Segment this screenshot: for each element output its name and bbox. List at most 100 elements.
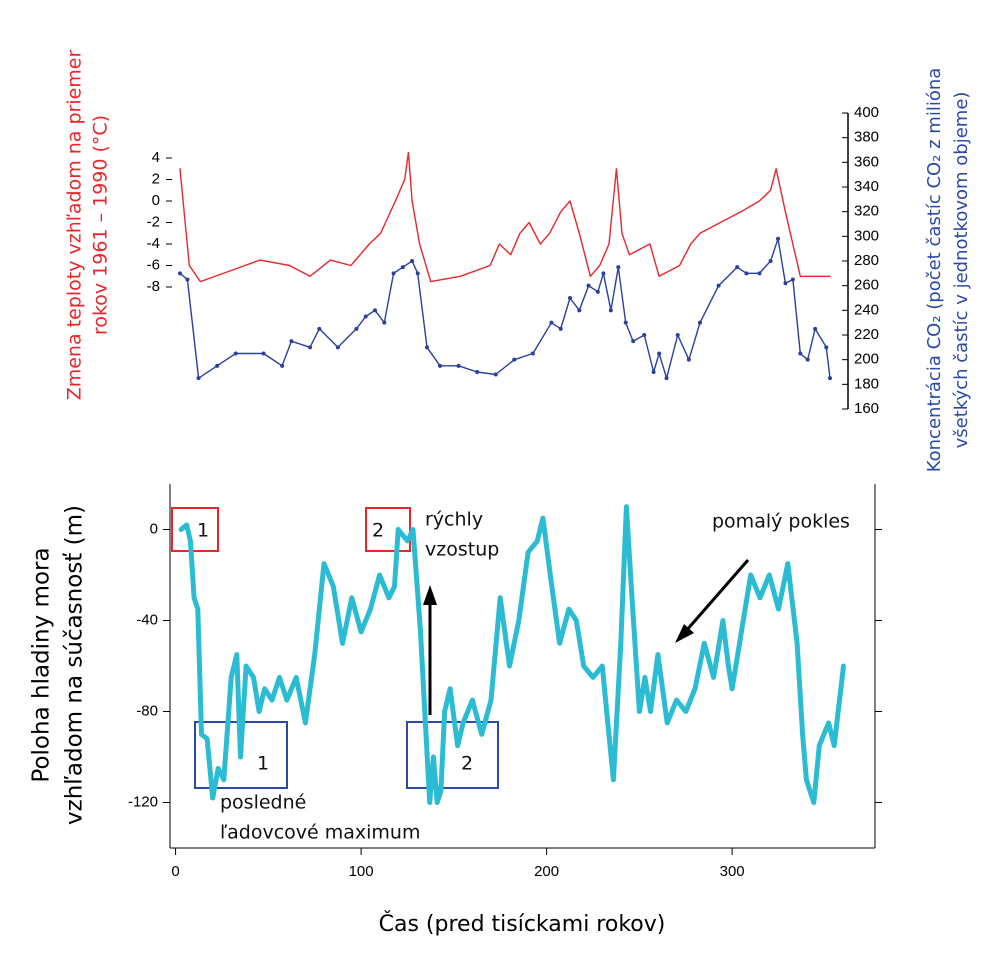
data-point <box>623 320 628 325</box>
data-point <box>686 357 691 362</box>
y2-tick-label: 400 <box>854 104 879 121</box>
data-point <box>512 357 517 362</box>
data-point <box>716 283 721 288</box>
x-tick-label: 100 <box>349 863 374 880</box>
y2-axis-label: Koncentrácia CO₂ (počet častíc CO₂ z mil… <box>924 68 945 473</box>
data-point <box>438 363 442 368</box>
annotation: posledné <box>220 792 306 814</box>
red-box <box>365 507 411 552</box>
data-point <box>425 345 429 350</box>
data-point <box>664 376 669 381</box>
annotation: 2 <box>372 520 384 542</box>
y-axis-label: rokov 1961 – 1990 (°C) <box>90 115 112 335</box>
y-tick-label: -120 <box>128 793 158 810</box>
annotation: 1 <box>197 520 209 542</box>
data-point <box>475 370 480 374</box>
y2-tick-label: 220 <box>854 326 879 343</box>
data-line <box>179 151 831 283</box>
data-point <box>675 333 680 337</box>
data-point <box>651 370 656 374</box>
data-point <box>698 320 702 325</box>
data-point <box>354 326 359 331</box>
y2-tick-label: 240 <box>854 301 879 318</box>
y2-tick-label: 200 <box>854 351 879 368</box>
arrow-head <box>675 624 694 643</box>
data-point <box>400 265 405 270</box>
data-point <box>805 357 810 362</box>
y-axis-label: Poloha hladiny mora <box>29 547 55 782</box>
x-tick-label: 300 <box>720 863 745 880</box>
data-point <box>410 259 415 263</box>
data-point <box>233 351 238 356</box>
data-point <box>798 351 803 356</box>
data-point <box>601 271 606 276</box>
data-point <box>178 271 182 276</box>
data-point <box>335 345 340 350</box>
data-point <box>215 363 220 368</box>
data-point <box>373 308 377 313</box>
y-tick-label: -40 <box>136 611 158 628</box>
data-point <box>530 351 535 356</box>
y-tick-label: 0 <box>150 520 158 537</box>
data-point <box>577 308 582 313</box>
data-point <box>768 259 773 263</box>
y2-tick-label: 160 <box>854 400 879 417</box>
data-point <box>783 281 788 286</box>
data-point <box>317 326 322 331</box>
data-point <box>415 271 420 276</box>
y2-tick-label: 280 <box>854 252 879 269</box>
y-tick-label: 2 <box>152 170 160 187</box>
x-tick-label: 200 <box>534 863 559 880</box>
annotation: vzostup <box>425 539 499 561</box>
y-tick-label: -2 <box>147 213 160 230</box>
data-point <box>631 339 636 344</box>
data-point <box>642 333 647 337</box>
y-tick-label: -4 <box>147 235 160 252</box>
data-point <box>608 308 613 313</box>
annotation: 2 <box>461 753 473 775</box>
data-point <box>363 314 368 319</box>
data-point <box>280 363 285 368</box>
data-point <box>558 326 563 331</box>
data-point <box>813 326 818 331</box>
y2-tick-label: 360 <box>854 153 879 170</box>
data-point <box>196 376 201 381</box>
annotation: pomalý pokles <box>712 511 850 533</box>
data-point <box>735 265 740 270</box>
y2-tick-label: 320 <box>854 203 879 220</box>
data-point <box>657 351 662 356</box>
data-point <box>744 271 749 276</box>
x-axis-label: Čas (pred tisíckami rokov) <box>379 911 666 937</box>
data-point <box>493 372 498 377</box>
arrow-head <box>423 585 437 605</box>
data-point <box>391 271 396 276</box>
y-tick-label: 0 <box>152 192 160 209</box>
data-point <box>828 376 832 381</box>
data-point <box>261 351 266 356</box>
y-tick-label: 4 <box>152 149 160 166</box>
annotation: rýchly <box>425 509 483 531</box>
data-point <box>757 271 762 276</box>
y-tick-label: -80 <box>136 702 158 719</box>
data-line <box>178 504 846 805</box>
y2-tick-label: 340 <box>854 178 879 195</box>
y2-axis-label: všetkých častíc v jednotkovom objeme) <box>951 92 972 449</box>
y-tick-label: -6 <box>147 256 160 273</box>
data-point <box>568 296 572 300</box>
data-point <box>549 320 554 325</box>
x-tick-label: 0 <box>171 863 179 880</box>
y2-tick-label: 260 <box>854 277 879 294</box>
data-line <box>179 238 831 379</box>
red-box <box>171 507 219 552</box>
y-axis-label: vzhľadom na súčasnosť (m) <box>62 505 88 825</box>
arrow <box>684 559 750 632</box>
y2-tick-label: 300 <box>854 227 879 244</box>
annotation: 1 <box>257 753 269 775</box>
data-point <box>456 363 461 368</box>
y2-tick-label: 180 <box>854 375 879 392</box>
data-point <box>289 339 294 344</box>
data-point <box>586 283 591 288</box>
data-point <box>185 277 190 282</box>
y-tick-label: -8 <box>147 278 160 295</box>
data-point <box>790 277 795 282</box>
